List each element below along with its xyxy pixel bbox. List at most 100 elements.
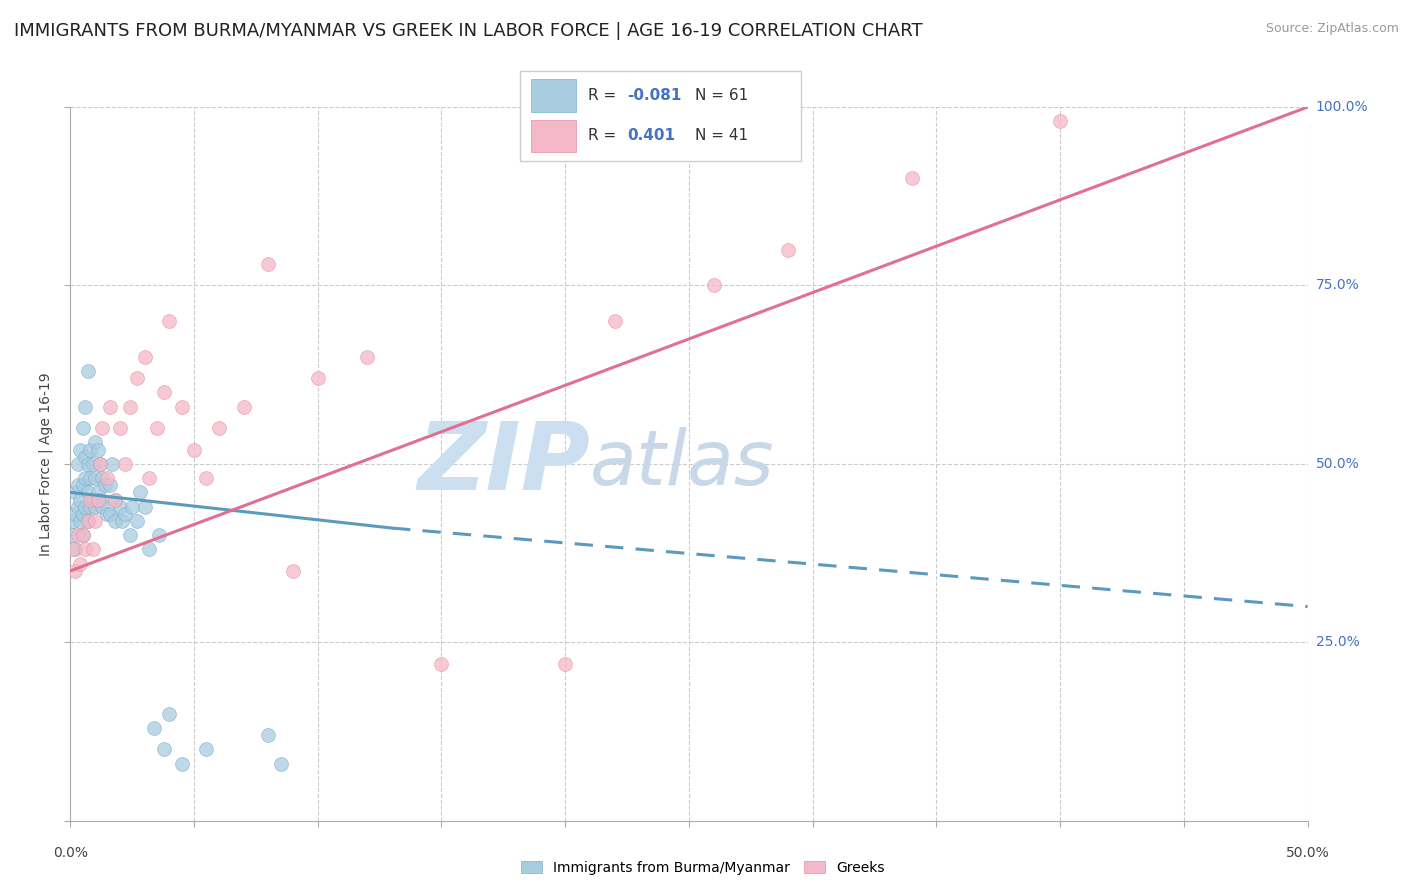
Text: 50.0%: 50.0% xyxy=(1285,846,1330,860)
Point xyxy=(82,542,104,557)
Point xyxy=(89,457,111,471)
Point xyxy=(76,485,98,500)
Point xyxy=(127,371,149,385)
Text: atlas: atlas xyxy=(591,427,775,500)
Point xyxy=(65,542,87,557)
Point xyxy=(127,514,149,528)
Point xyxy=(900,171,922,186)
Point xyxy=(76,514,98,528)
Point xyxy=(208,421,231,435)
Point xyxy=(84,500,107,514)
Text: R =: R = xyxy=(588,128,621,143)
Point xyxy=(75,471,97,485)
Point xyxy=(91,471,114,485)
Point xyxy=(118,528,141,542)
Point xyxy=(69,557,91,571)
Point xyxy=(82,457,104,471)
Point xyxy=(114,457,136,471)
Text: N = 41: N = 41 xyxy=(695,128,748,143)
Point xyxy=(104,514,127,528)
Point xyxy=(91,500,114,514)
Point xyxy=(96,507,118,521)
Point xyxy=(65,564,87,578)
Point xyxy=(104,492,127,507)
Point xyxy=(75,400,97,414)
Text: R =: R = xyxy=(588,88,621,103)
Point xyxy=(257,728,280,742)
Text: ZIP: ZIP xyxy=(418,417,591,510)
Point xyxy=(148,528,170,542)
Bar xyxy=(531,79,576,112)
Point xyxy=(146,421,169,435)
Point xyxy=(65,507,87,521)
Point xyxy=(170,400,193,414)
Y-axis label: In Labor Force | Age 16-19: In Labor Force | Age 16-19 xyxy=(38,372,53,556)
Point xyxy=(703,278,725,293)
Point xyxy=(153,742,176,756)
Text: 100.0%: 100.0% xyxy=(1316,100,1368,114)
Point xyxy=(66,528,89,542)
Point xyxy=(75,542,97,557)
Point xyxy=(118,400,141,414)
Point xyxy=(79,500,101,514)
Point xyxy=(76,457,98,471)
Point xyxy=(82,492,104,507)
Bar xyxy=(531,120,576,152)
Point xyxy=(86,442,108,457)
Legend: Immigrants from Burma/Myanmar, Greeks: Immigrants from Burma/Myanmar, Greeks xyxy=(516,855,890,880)
Point xyxy=(62,514,84,528)
Point xyxy=(66,478,89,492)
Point xyxy=(281,564,304,578)
Text: Source: ZipAtlas.com: Source: ZipAtlas.com xyxy=(1265,22,1399,36)
Point xyxy=(170,756,193,771)
Point xyxy=(356,350,378,364)
Point xyxy=(430,657,453,671)
Point xyxy=(307,371,329,385)
Point xyxy=(232,400,254,414)
Point xyxy=(138,471,160,485)
Point xyxy=(79,492,101,507)
Point xyxy=(65,485,87,500)
Text: 0.0%: 0.0% xyxy=(53,846,87,860)
Point xyxy=(75,450,97,464)
Point xyxy=(554,657,576,671)
Point xyxy=(98,507,121,521)
Point xyxy=(96,471,118,485)
Point xyxy=(195,742,218,756)
Text: 50.0%: 50.0% xyxy=(1316,457,1360,471)
Point xyxy=(153,385,176,400)
Point xyxy=(183,442,205,457)
Point xyxy=(75,500,97,514)
Point xyxy=(72,421,94,435)
Text: 75.0%: 75.0% xyxy=(1316,278,1360,293)
Point xyxy=(128,485,150,500)
Point xyxy=(270,756,292,771)
Point xyxy=(1049,114,1071,128)
Point xyxy=(76,514,98,528)
Point xyxy=(101,457,124,471)
Point xyxy=(104,492,127,507)
Point xyxy=(72,478,94,492)
Point xyxy=(89,457,111,471)
Point xyxy=(66,500,89,514)
Text: N = 61: N = 61 xyxy=(695,88,748,103)
Point xyxy=(72,528,94,542)
Point xyxy=(72,528,94,542)
Point xyxy=(114,507,136,521)
Point xyxy=(98,478,121,492)
Point xyxy=(776,243,799,257)
Point xyxy=(108,421,131,435)
Point xyxy=(66,457,89,471)
Text: IMMIGRANTS FROM BURMA/MYANMAR VS GREEK IN LABOR FORCE | AGE 16-19 CORRELATION CH: IMMIGRANTS FROM BURMA/MYANMAR VS GREEK I… xyxy=(14,22,922,40)
Point xyxy=(121,500,143,514)
FancyBboxPatch shape xyxy=(520,71,801,161)
Point xyxy=(89,492,111,507)
Point xyxy=(603,314,626,328)
Point xyxy=(62,528,84,542)
Point xyxy=(157,706,180,721)
Text: -0.081: -0.081 xyxy=(627,88,682,103)
Point xyxy=(195,471,218,485)
Point xyxy=(91,421,114,435)
Point xyxy=(94,478,117,492)
Point xyxy=(76,364,98,378)
